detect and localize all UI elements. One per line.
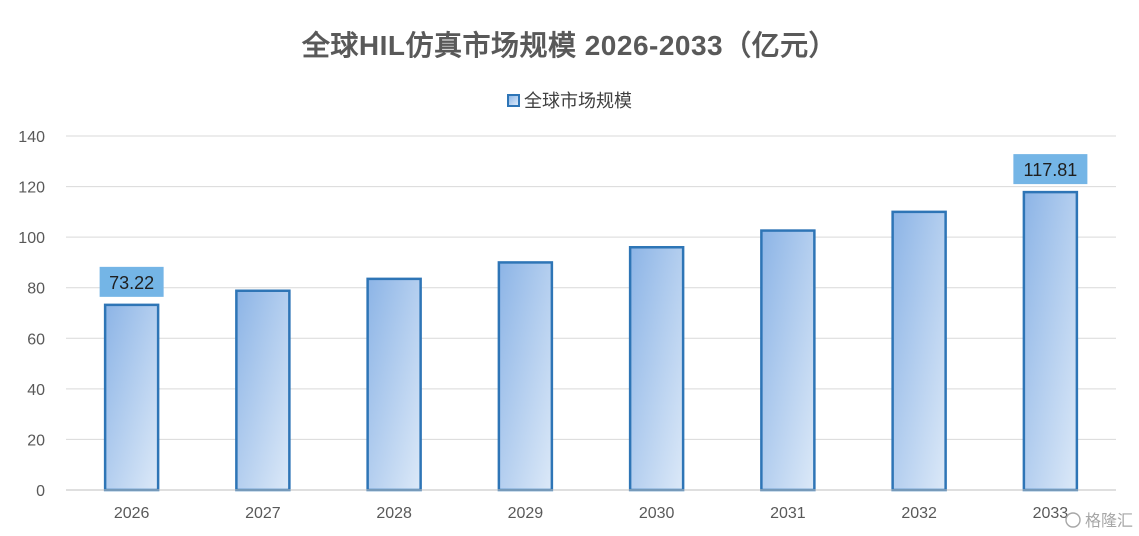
- y-tick-label: 40: [27, 382, 45, 399]
- data-label-2026: 73.22: [109, 273, 154, 293]
- bar-2027: [235, 289, 291, 492]
- y-axis: 0 20 40 60 80 100 120 140: [18, 129, 45, 500]
- legend-label: 全球市场规模: [524, 91, 632, 111]
- bars: [103, 190, 1079, 492]
- chart-title: 全球HIL仿真市场规模 2026-2033（亿元）: [301, 30, 838, 61]
- bar-2028: [366, 277, 422, 492]
- y-tick-label: 80: [27, 281, 45, 298]
- x-tick-label: 2031: [770, 505, 806, 522]
- y-tick-label: 140: [18, 129, 45, 146]
- y-tick-label: 120: [18, 180, 45, 197]
- bar-2029: [497, 261, 554, 492]
- watermark-text: 格隆汇: [1085, 512, 1133, 530]
- x-tick-label: 2026: [114, 505, 150, 522]
- y-tick-label: 60: [27, 331, 45, 348]
- y-tick-label: 100: [18, 230, 45, 247]
- watermark: 格隆汇: [1065, 512, 1133, 530]
- watermark-logo-icon: [1065, 512, 1081, 528]
- x-tick-label: 2032: [901, 505, 937, 522]
- bar-2031: [760, 229, 816, 492]
- x-tick-label: 2028: [376, 505, 412, 522]
- bar-2030: [628, 246, 685, 492]
- legend-swatch: [507, 93, 520, 107]
- x-tick-label: 2027: [245, 505, 281, 522]
- data-label-box: [1013, 154, 1088, 185]
- data-labels: 73.22 117.81: [99, 154, 1088, 297]
- x-tick-label: 2033: [1033, 505, 1069, 522]
- x-axis: 2026 2027 2028 2029 2030 2031 2032 2033: [66, 489, 1116, 522]
- bar-2033: [1022, 190, 1079, 492]
- y-tick-label: 0: [36, 483, 45, 500]
- legend: 全球市场规模: [0, 87, 1139, 113]
- x-tick-label: 2029: [508, 505, 544, 522]
- bar-2026: [103, 303, 160, 492]
- bar-2032: [891, 210, 947, 492]
- x-tick-label: 2030: [639, 505, 675, 522]
- y-tick-label: 20: [27, 432, 45, 449]
- data-label-box: [99, 266, 164, 297]
- gridlines: [66, 135, 1116, 491]
- data-label-2033: 117.81: [1024, 160, 1078, 180]
